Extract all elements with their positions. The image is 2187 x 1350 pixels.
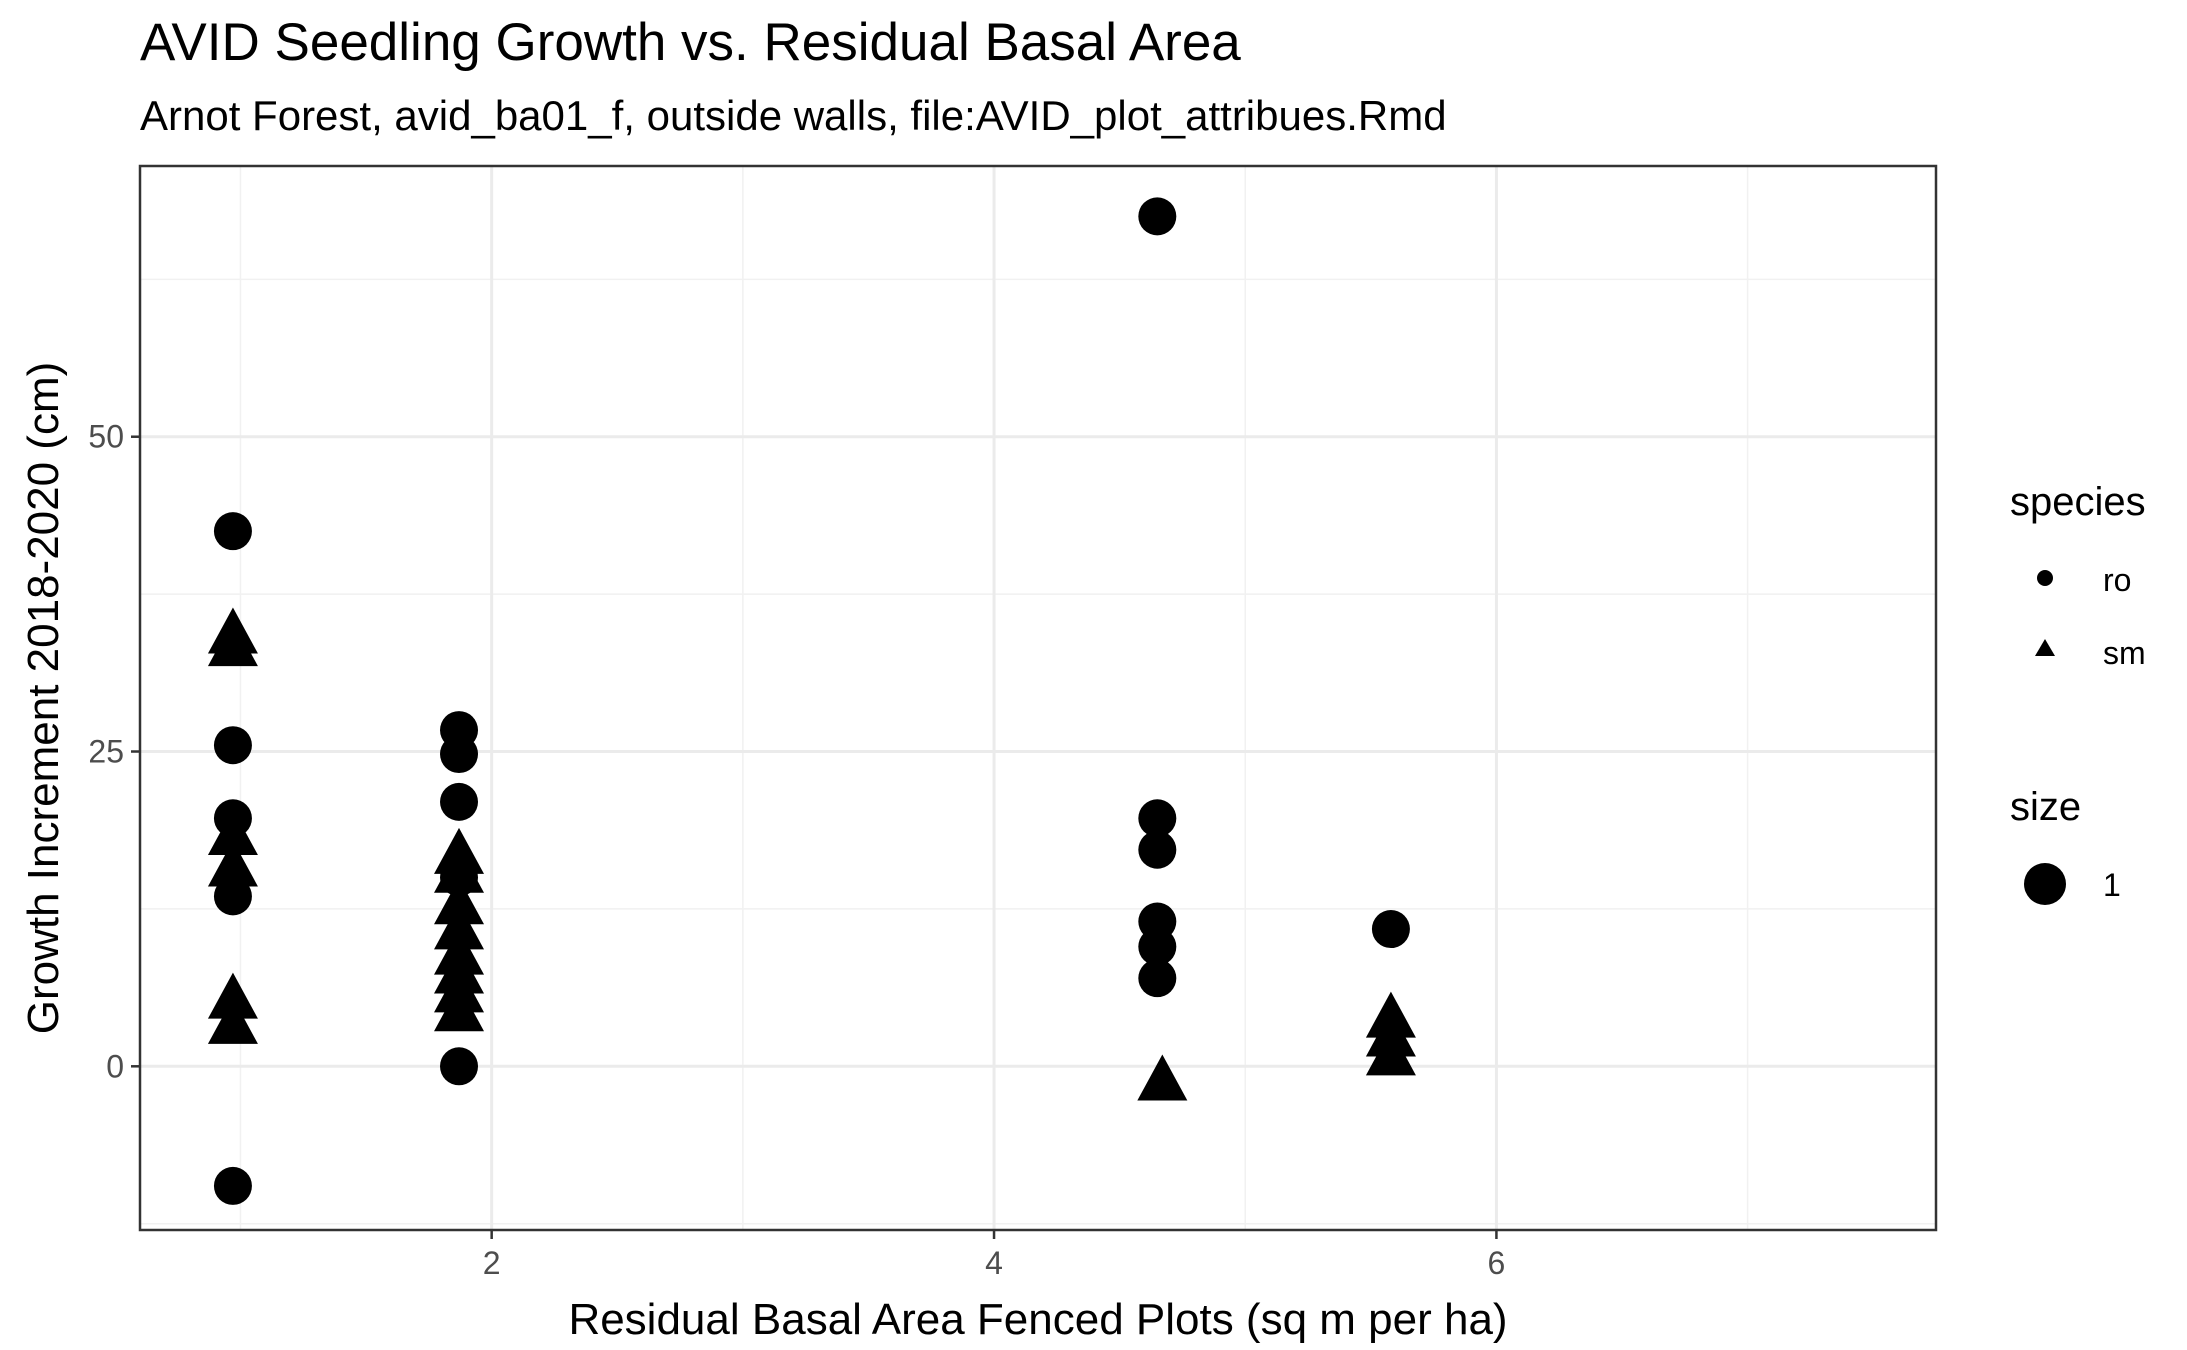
- legend-title-size: size: [2010, 785, 2081, 829]
- data-point-sm: [434, 846, 485, 893]
- data-point-ro: [213, 512, 252, 551]
- x-tick-label: 2: [483, 1245, 501, 1281]
- plot-panel: [138, 164, 1938, 1232]
- legend-key-size-circle: [2024, 863, 2066, 905]
- legend-key-sm-triangle: [2035, 639, 2055, 656]
- x-axis: 2 4 6: [483, 1230, 1506, 1281]
- x-tick-label: 6: [1488, 1245, 1506, 1281]
- data-point-ro: [213, 877, 252, 916]
- data-point-ro: [1371, 910, 1410, 949]
- panel-border: [138, 164, 1938, 1232]
- data-point-sm: [1365, 1029, 1416, 1076]
- legend-label-ro: ro: [2103, 562, 2131, 598]
- chart-subtitle: Arnot Forest, avid_ba01_f, outside walls…: [140, 92, 1447, 139]
- y-axis-title: Growth Increment 2018-2020 (cm): [19, 362, 68, 1035]
- data-point-ro: [440, 1047, 479, 1086]
- y-axis: 0 25 50: [88, 419, 140, 1084]
- major-gridlines: [140, 166, 1936, 1230]
- data-points: [207, 197, 1416, 1205]
- data-point-ro: [1138, 197, 1177, 236]
- data-point-ro: [1138, 959, 1177, 998]
- data-point-sm: [207, 972, 258, 1019]
- data-point-sm: [207, 840, 258, 887]
- data-point-ro: [440, 782, 479, 821]
- legend-key-ro-circle: [2037, 570, 2053, 586]
- legend: species ro sm size 1: [2010, 480, 2146, 905]
- data-point-sm: [207, 808, 258, 855]
- y-tick-label: 50: [88, 419, 124, 455]
- data-point-ro: [1138, 799, 1177, 838]
- data-point-sm: [434, 985, 485, 1032]
- data-point-ro: [1138, 927, 1177, 966]
- data-point-ro: [213, 1166, 252, 1205]
- x-axis-title: Residual Basal Area Fenced Plots (sq m p…: [568, 1295, 1507, 1344]
- data-point-sm: [207, 997, 258, 1044]
- panel-background: [140, 166, 1936, 1230]
- x-tick-label: 4: [985, 1245, 1003, 1281]
- data-point-sm: [434, 903, 485, 950]
- legend-title-species: species: [2010, 480, 2146, 524]
- chart-title: AVID Seedling Growth vs. Residual Basal …: [140, 13, 1241, 72]
- legend-label-sm: sm: [2103, 635, 2146, 671]
- data-point-ro: [440, 735, 479, 774]
- data-point-ro: [1138, 830, 1177, 869]
- legend-label-size-1: 1: [2103, 867, 2121, 903]
- data-point-sm: [1137, 1054, 1188, 1101]
- data-point-ro: [213, 726, 252, 765]
- data-point-sm: [207, 620, 258, 667]
- y-tick-label: 0: [106, 1048, 124, 1084]
- y-tick-label: 25: [88, 734, 124, 770]
- minor-gridlines: [140, 166, 1936, 1230]
- data-point-sm: [434, 878, 485, 925]
